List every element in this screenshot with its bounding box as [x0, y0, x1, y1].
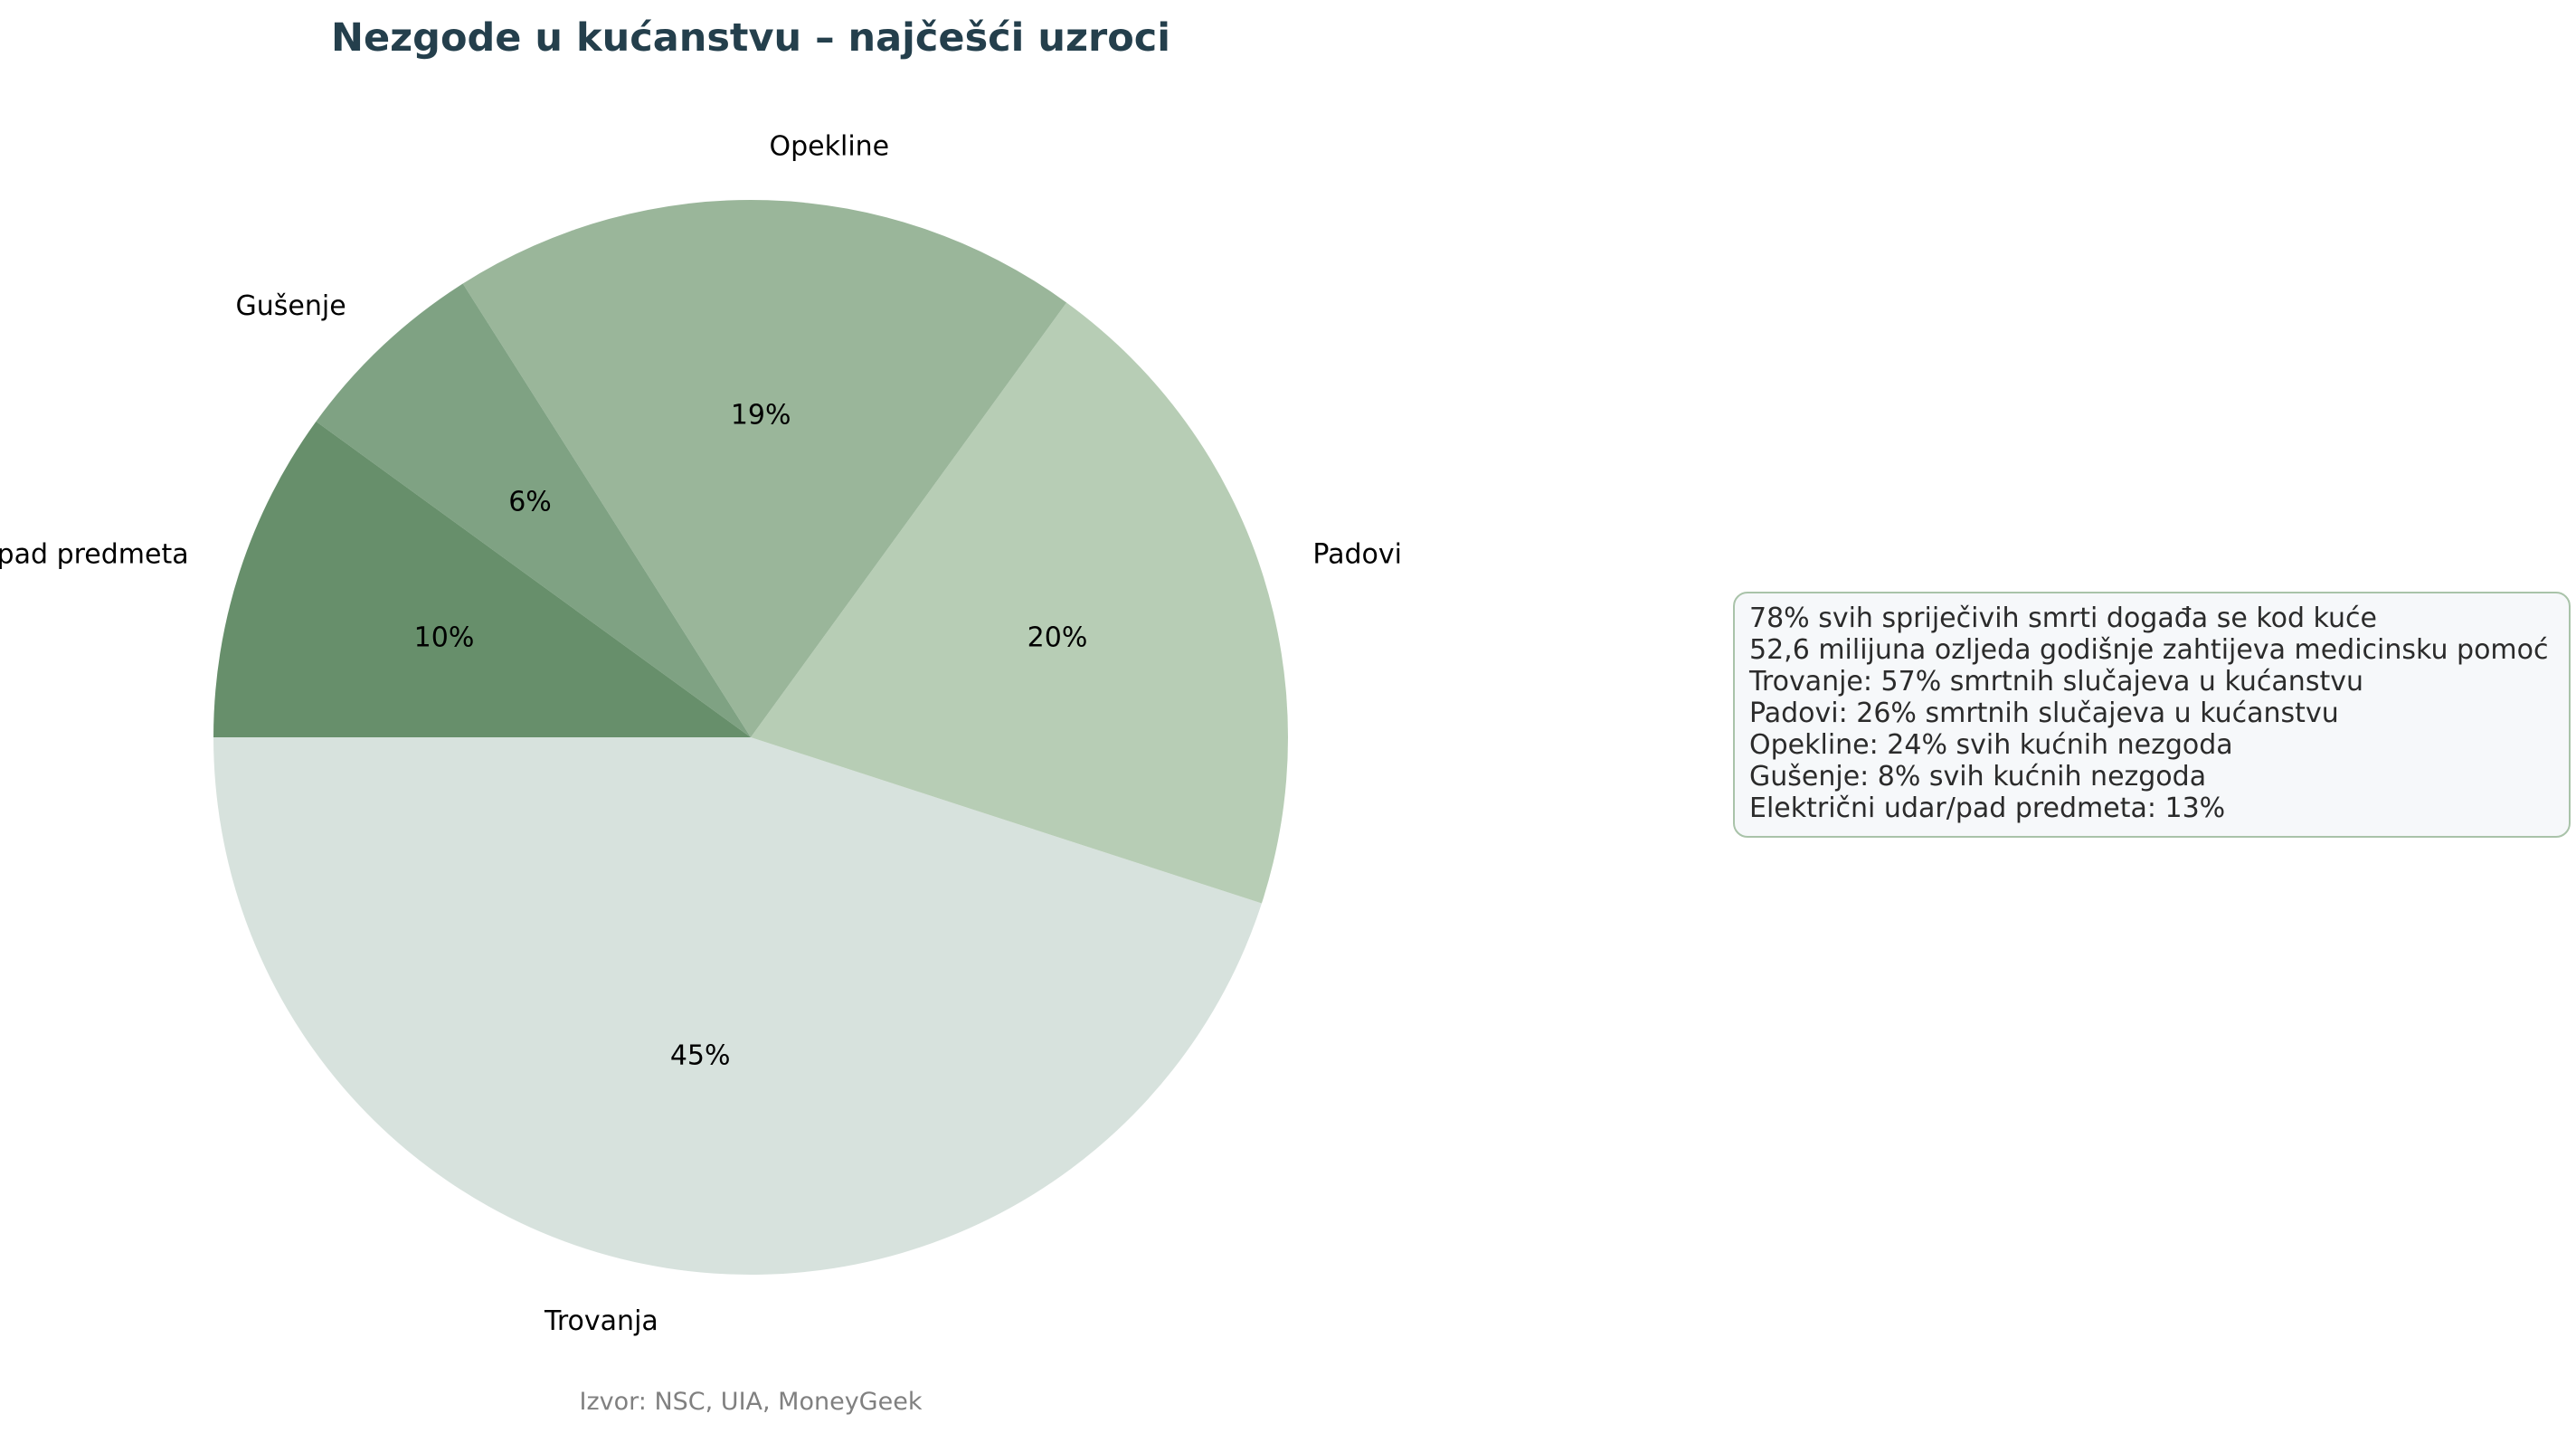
slice-category-label: Gušenje [236, 290, 346, 322]
info-box: 78% svih spriječivih smrti događa se kod… [1733, 592, 2571, 838]
pie-slice [751, 302, 1289, 904]
slice-percent-label: 6% [508, 487, 552, 518]
pie-slices [213, 200, 1289, 1276]
info-line: 52,6 milijuna ozljeda godišnje zahtijeva… [1749, 634, 2549, 666]
slice-percent-label: 10% [414, 622, 475, 653]
info-line: Gušenje: 8% svih kućnih nezgoda [1749, 761, 2207, 792]
pie-slice [462, 200, 1067, 737]
slice-category-label: Padovi [1312, 539, 1402, 571]
slice-percent-label: 20% [1028, 622, 1088, 653]
info-line: Opekline: 24% svih kućnih nezgoda [1749, 729, 2233, 761]
slice-category-label: Trovanja [544, 1305, 658, 1337]
slice-category-label: Opekline [770, 130, 890, 162]
source-note: Izvor: NSC, UIA, MoneyGeek [580, 1388, 923, 1416]
pie-slice [213, 737, 1262, 1276]
pie-labels: 45% Trovanja 20% Padovi 19% Opekline 6% Gušenje… [0, 130, 1402, 1337]
chart-title: Nezgode u kućanstvu – najčešći uzroci [331, 15, 1170, 61]
pie-slice [316, 283, 751, 737]
slice-category-label: Električni udar / pad predmeta [0, 539, 189, 571]
info-line: Padovi: 26% smrtnih slučajeva u kućanstv… [1749, 698, 2339, 729]
info-line: Trovanje: 57% smrtnih slučajeva u kućans… [1749, 666, 2363, 698]
info-line: Električni udar/pad predmeta: 13% [1749, 792, 2226, 824]
info-line: 78% svih spriječivih smrti događa se kod… [1749, 603, 2377, 634]
pie-slice [213, 421, 751, 737]
slice-percent-label: 19% [731, 399, 791, 431]
slice-percent-label: 45% [670, 1040, 731, 1072]
